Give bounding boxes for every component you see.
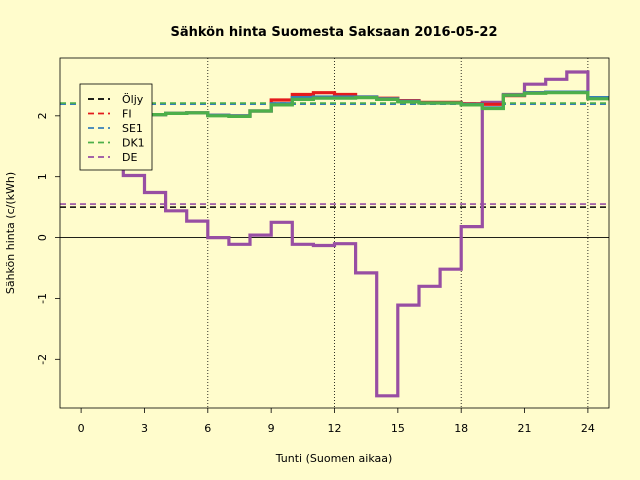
legend-label: Öljy <box>122 93 144 106</box>
legend-label: SE1 <box>122 122 143 135</box>
x-tick-label: 3 <box>141 422 148 435</box>
y-tick-label: 0 <box>36 234 49 241</box>
x-tick-label: 12 <box>328 422 342 435</box>
x-tick-label: 0 <box>78 422 85 435</box>
legend-label: FI <box>122 108 132 121</box>
x-tick-label: 24 <box>581 422 595 435</box>
x-tick-label: 21 <box>518 422 532 435</box>
y-axis-label: Sähkön hinta (c/(kWh) <box>4 172 17 294</box>
x-tick-label: 6 <box>204 422 211 435</box>
x-tick-label: 9 <box>268 422 275 435</box>
y-tick-label: 1 <box>36 173 49 180</box>
x-tick-label: 18 <box>454 422 468 435</box>
chart-title: Sähkön hinta Suomesta Saksaan 2016-05-22 <box>170 25 497 40</box>
x-tick-label: 15 <box>391 422 405 435</box>
legend-label: DK1 <box>122 137 145 150</box>
y-tick-label: 2 <box>36 112 49 119</box>
x-axis-label: Tunti (Suomen aikaa) <box>275 452 393 465</box>
series-line <box>81 91 609 120</box>
y-tick-label: -1 <box>36 293 49 304</box>
y-tick-label: -2 <box>36 354 49 365</box>
legend-label: DE <box>122 151 137 164</box>
